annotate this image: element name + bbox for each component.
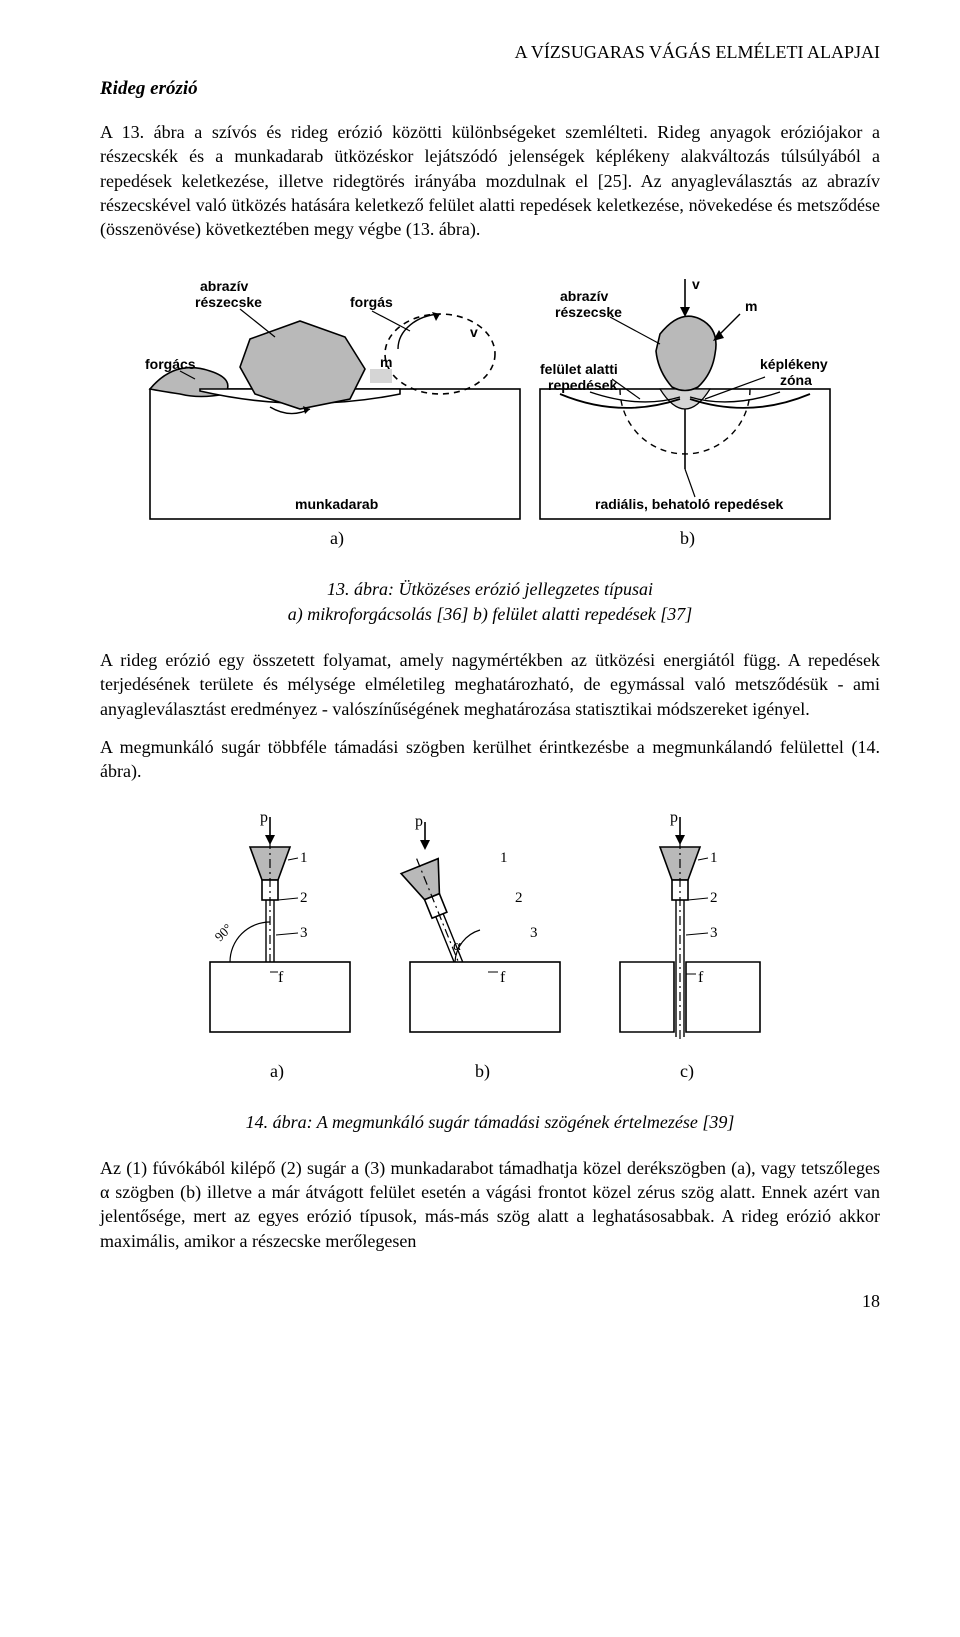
svg-text:radiális, behatoló repedések: radiális, behatoló repedések <box>595 496 784 512</box>
svg-text:b): b) <box>475 1061 490 1082</box>
figure-14-caption: 14. ábra: A megmunkáló sugár támadási sz… <box>100 1110 880 1134</box>
svg-text:részecske: részecske <box>195 294 262 310</box>
svg-text:p: p <box>415 813 423 830</box>
figure-13-caption: 13. ábra: Ütközéses erózió jellegzetes t… <box>100 577 880 626</box>
figure-14-svg: p 90° f 1 2 3 a) p <box>170 802 810 1102</box>
running-header: A VÍZSUGARAS VÁGÁS ELMÉLETI ALAPJAI <box>100 40 880 64</box>
svg-text:a): a) <box>330 528 344 549</box>
svg-text:α: α <box>453 938 461 954</box>
svg-text:1: 1 <box>710 850 718 866</box>
svg-text:v: v <box>470 324 478 340</box>
svg-text:m: m <box>745 298 757 314</box>
svg-text:v: v <box>692 276 700 292</box>
svg-text:forgács: forgács <box>145 356 196 372</box>
svg-text:1: 1 <box>500 850 508 866</box>
svg-text:repedések: repedések <box>548 377 617 393</box>
svg-text:2: 2 <box>710 890 718 906</box>
svg-text:p: p <box>670 809 678 826</box>
svg-text:munkadarab: munkadarab <box>295 496 378 512</box>
figure-13: abrazív részecske forgás forgács v m mun… <box>100 259 880 569</box>
figure-13-caption-line1: 13. ábra: Ütközéses erózió jellegzetes t… <box>327 579 653 599</box>
svg-text:2: 2 <box>515 890 523 906</box>
svg-text:felület alatti: felület alatti <box>540 361 618 377</box>
paragraph-1: A 13. ábra a szívós és rideg erózió közö… <box>100 120 880 241</box>
svg-text:2: 2 <box>300 890 308 906</box>
svg-text:90°: 90° <box>212 920 235 943</box>
svg-text:m: m <box>380 354 392 370</box>
section-title: Rideg erózió <box>100 76 880 102</box>
figure-13-caption-line2: a) mikroforgácsolás [36] b) felület alat… <box>288 604 692 624</box>
svg-text:f: f <box>500 969 506 986</box>
figure-14: p 90° f 1 2 3 a) p <box>100 802 880 1102</box>
svg-text:p: p <box>260 809 268 826</box>
paragraph-4: Az (1) fúvókából kilépő (2) sugár a (3) … <box>100 1156 880 1253</box>
svg-text:forgás: forgás <box>350 294 393 310</box>
svg-text:b): b) <box>680 528 695 549</box>
svg-text:f: f <box>698 969 704 986</box>
svg-text:3: 3 <box>300 925 308 941</box>
svg-text:1: 1 <box>300 850 308 866</box>
svg-text:f: f <box>278 969 284 986</box>
paragraph-3: A megmunkáló sugár többféle támadási szö… <box>100 735 880 784</box>
svg-text:abrazív: abrazív <box>200 278 248 294</box>
figure-13-svg: abrazív részecske forgás forgács v m mun… <box>140 259 840 569</box>
page-number: 18 <box>100 1289 880 1313</box>
svg-text:3: 3 <box>530 925 538 941</box>
svg-text:zóna: zóna <box>780 372 812 388</box>
svg-text:3: 3 <box>710 925 718 941</box>
svg-text:képlékeny: képlékeny <box>760 356 828 372</box>
svg-text:a): a) <box>270 1061 284 1082</box>
paragraph-2: A rideg erózió egy összetett folyamat, a… <box>100 648 880 721</box>
svg-text:c): c) <box>680 1061 694 1082</box>
svg-text:abrazív: abrazív <box>560 288 608 304</box>
